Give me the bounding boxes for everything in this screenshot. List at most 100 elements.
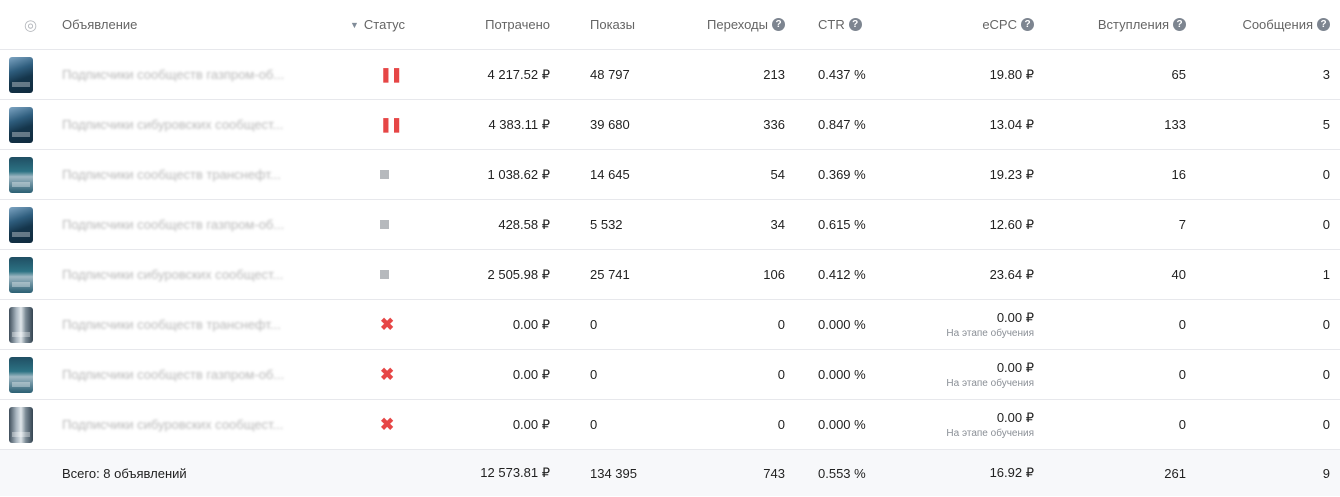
joins-cell: 0 bbox=[1178, 417, 1186, 432]
ctr-cell: 0.369 % bbox=[818, 167, 866, 182]
ad-name-link[interactable]: Подписчики сообществ газпром-об... bbox=[62, 367, 285, 382]
messages-cell: 0 bbox=[1322, 417, 1330, 432]
ecpc-cell: 23.64 ₽ bbox=[989, 266, 1034, 282]
clicks-cell: 34 bbox=[770, 217, 785, 232]
status-toggle[interactable] bbox=[380, 200, 389, 249]
clicks-cell: 0 bbox=[777, 367, 785, 382]
column-header-ecpc[interactable]: eCPC? bbox=[982, 0, 1034, 49]
joins-cell: 133 bbox=[1164, 117, 1186, 132]
column-header-clicks[interactable]: Переходы? bbox=[707, 0, 785, 49]
ad-thumbnail[interactable] bbox=[9, 57, 33, 93]
total-joins: 261 bbox=[1164, 465, 1186, 481]
column-header-impressions[interactable]: Показы bbox=[590, 17, 635, 32]
spent-cell: 2 505.98 ₽ bbox=[487, 266, 551, 282]
help-icon[interactable]: ? bbox=[1317, 18, 1330, 31]
joins-cell: 65 bbox=[1171, 67, 1186, 82]
status-toggle[interactable]: ❚❚ bbox=[380, 100, 402, 149]
spent-cell: 4 217.52 ₽ bbox=[487, 66, 551, 82]
table-row[interactable]: Подписчики сообществ газпром-об... ✖ 0.00 … bbox=[0, 350, 1340, 400]
messages-cell: 5 bbox=[1322, 117, 1330, 132]
ctr-cell: 0.437 % bbox=[818, 67, 866, 82]
clicks-cell: 213 bbox=[763, 67, 785, 82]
ecpc-note: На этапе обучения bbox=[946, 378, 1034, 389]
cross-icon[interactable]: ✖ bbox=[380, 364, 395, 384]
spent-cell: 0.00 ₽ bbox=[512, 316, 550, 332]
table-row[interactable]: Подписчики сообществ газпром-об... 428.58… bbox=[0, 200, 1340, 250]
ctr-cell: 0.000 % bbox=[818, 367, 866, 382]
pause-icon[interactable]: ❚❚ bbox=[380, 116, 402, 132]
cross-icon[interactable]: ✖ bbox=[380, 314, 395, 334]
ad-name-link[interactable]: Подписчики сообществ транснефт... bbox=[62, 167, 281, 182]
stop-icon[interactable] bbox=[380, 270, 389, 279]
ad-thumbnail[interactable] bbox=[9, 357, 33, 393]
ctr-cell: 0.847 % bbox=[818, 117, 866, 132]
messages-cell: 0 bbox=[1322, 367, 1330, 382]
spent-cell: 0.00 ₽ bbox=[512, 366, 550, 382]
ctr-cell: 0.412 % bbox=[818, 267, 866, 282]
column-header-messages[interactable]: Сообщения? bbox=[1242, 0, 1330, 49]
table-row[interactable]: Подписчики сибуровских сообщест... ✖ 0.00 … bbox=[0, 400, 1340, 450]
messages-cell: 0 bbox=[1322, 217, 1330, 232]
ecpc-cell: 19.23 ₽ bbox=[989, 166, 1034, 182]
column-header-spent[interactable]: Потрачено bbox=[485, 17, 550, 32]
ecpc-cell: 12.60 ₽ bbox=[989, 216, 1034, 232]
joins-cell: 16 bbox=[1171, 167, 1186, 182]
status-toggle[interactable]: ✖ bbox=[380, 400, 394, 449]
clicks-cell: 0 bbox=[777, 417, 785, 432]
table-row[interactable]: Подписчики сообществ газпром-об... ❚❚ 4 21… bbox=[0, 50, 1340, 100]
clicks-cell: 54 bbox=[770, 167, 785, 182]
ecpc-cell: 13.04 ₽ bbox=[989, 116, 1034, 132]
spent-cell: 4 383.11 ₽ bbox=[488, 116, 550, 132]
messages-cell: 1 bbox=[1322, 267, 1330, 282]
table-row[interactable]: Подписчики сибуровских сообщест... 2 505.… bbox=[0, 250, 1340, 300]
joins-cell: 0 bbox=[1178, 367, 1186, 382]
ad-thumbnail[interactable] bbox=[9, 407, 33, 443]
ad-name-link[interactable]: Подписчики сибуровских сообщест... bbox=[62, 417, 284, 432]
clicks-cell: 0 bbox=[777, 317, 785, 332]
ad-name-link[interactable]: Подписчики сибуровских сообщест... bbox=[62, 267, 284, 282]
help-icon[interactable]: ? bbox=[848, 18, 862, 31]
table-row[interactable]: Подписчики сибуровских сообщест... ❚❚ 4 38… bbox=[0, 100, 1340, 150]
ad-name-link[interactable]: Подписчики сообществ газпром-об... bbox=[62, 217, 285, 232]
ad-thumbnail[interactable] bbox=[9, 207, 33, 243]
ecpc-cell: 0.00 ₽ На этапе обучения bbox=[946, 410, 1034, 439]
status-toggle[interactable] bbox=[380, 250, 389, 299]
status-toggle[interactable]: ✖ bbox=[380, 300, 394, 349]
stop-icon[interactable] bbox=[380, 220, 389, 229]
eye-icon[interactable]: ◎ bbox=[24, 16, 38, 34]
joins-cell: 0 bbox=[1178, 317, 1186, 332]
table-row[interactable]: Подписчики сообществ транснефт... 1 038.6… bbox=[0, 150, 1340, 200]
help-icon[interactable]: ? bbox=[1173, 18, 1186, 31]
pause-icon[interactable]: ❚❚ bbox=[380, 66, 402, 82]
impressions-cell: 48 797 bbox=[590, 67, 630, 82]
total-spent: 12 573.81 ₽ bbox=[480, 465, 550, 480]
spent-cell: 1 038.62 ₽ bbox=[487, 166, 551, 182]
column-header-status[interactable]: ▼ Статус bbox=[350, 17, 406, 32]
help-icon[interactable]: ? bbox=[1021, 18, 1034, 31]
ad-name-link[interactable]: Подписчики сообществ транснефт... bbox=[62, 317, 281, 332]
table-row[interactable]: Подписчики сообществ транснефт... ✖ 0.00 ₽… bbox=[0, 300, 1340, 350]
status-toggle[interactable]: ❚❚ bbox=[380, 50, 402, 99]
ad-thumbnail[interactable] bbox=[9, 257, 33, 293]
column-header-joins[interactable]: Вступления? bbox=[1098, 0, 1186, 49]
total-label: Всего: 8 объявлений bbox=[62, 465, 187, 481]
ctr-cell: 0.000 % bbox=[818, 317, 866, 332]
clicks-cell: 336 bbox=[763, 117, 785, 132]
ad-thumbnail[interactable] bbox=[9, 307, 33, 343]
status-toggle[interactable] bbox=[380, 150, 389, 199]
ad-thumbnail[interactable] bbox=[9, 107, 33, 143]
spent-cell: 0.00 ₽ bbox=[512, 416, 550, 432]
ad-name-link[interactable]: Подписчики сообществ газпром-об... bbox=[62, 67, 285, 82]
cross-icon[interactable]: ✖ bbox=[380, 414, 395, 434]
joins-cell: 7 bbox=[1178, 217, 1186, 232]
status-toggle[interactable]: ✖ bbox=[380, 350, 394, 399]
column-header-ad[interactable]: Объявление bbox=[62, 17, 138, 32]
ad-name-link[interactable]: Подписчики сибуровских сообщест... bbox=[62, 117, 284, 132]
impressions-cell: 0 bbox=[590, 317, 598, 332]
help-icon[interactable]: ? bbox=[772, 18, 785, 31]
stop-icon[interactable] bbox=[380, 170, 389, 179]
column-header-ctr[interactable]: CTR? bbox=[818, 0, 862, 49]
total-clicks: 743 bbox=[763, 465, 785, 481]
ecpc-cell: 19.80 ₽ bbox=[989, 66, 1034, 82]
ad-thumbnail[interactable] bbox=[9, 157, 33, 193]
